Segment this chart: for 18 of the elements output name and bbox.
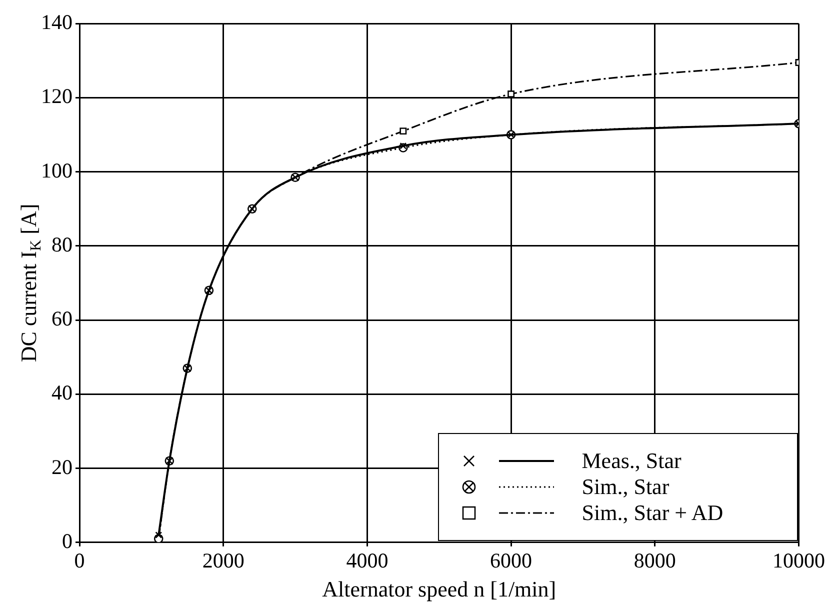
y-tick-label: 40 xyxy=(52,380,72,405)
x-axis-title: Alternator speed n [1/min] xyxy=(322,576,556,602)
legend-label: Sim., Star xyxy=(582,474,670,500)
y-tick-label: 100 xyxy=(41,158,72,182)
legend-label: Meas., Star xyxy=(582,448,682,474)
x-tick-label: 2000 xyxy=(202,548,244,573)
y-tick-label: 120 xyxy=(41,84,72,108)
legend-label: Sim., Star + AD xyxy=(582,500,724,526)
y-axis-title: DC current IK [A] xyxy=(16,204,45,362)
x-tick-label: 10000 xyxy=(772,548,825,573)
y-tick-label: 60 xyxy=(52,306,72,331)
y-tick-label: 80 xyxy=(52,232,72,256)
x-tick-label: 8000 xyxy=(634,548,676,573)
x-tick-label: 6000 xyxy=(490,548,532,573)
y-tick-label: 140 xyxy=(41,10,72,34)
y-tick-label: 20 xyxy=(52,454,72,479)
y-tick-label: 0 xyxy=(62,528,72,553)
x-tick-label: 4000 xyxy=(346,548,388,573)
